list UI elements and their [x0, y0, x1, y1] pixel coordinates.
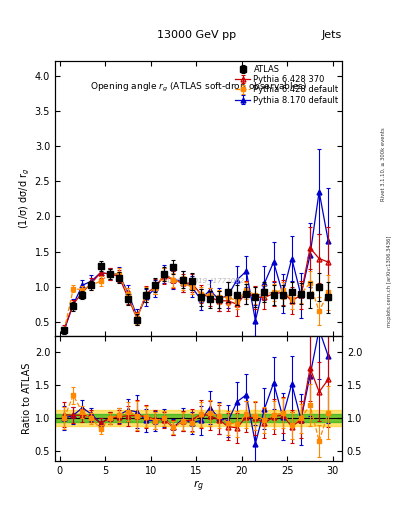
Text: 13000 GeV pp: 13000 GeV pp [157, 30, 236, 40]
Text: mcplots.cern.ch [arXiv:1306.3436]: mcplots.cern.ch [arXiv:1306.3436] [387, 236, 391, 327]
Bar [55, 410, 342, 426]
Text: Rivet 3.1.10, ≥ 300k events: Rivet 3.1.10, ≥ 300k events [381, 127, 386, 201]
Text: ATLAS_2019_I1772062: ATLAS_2019_I1772062 [164, 278, 244, 285]
Legend: ATLAS, Pythia 6.428 370, Pythia 6.428 default, Pythia 8.170 default: ATLAS, Pythia 6.428 370, Pythia 6.428 de… [233, 63, 340, 106]
Y-axis label: (1/σ) dσ/d r$_g$: (1/σ) dσ/d r$_g$ [17, 168, 32, 229]
Text: Opening angle $r_g$ (ATLAS soft-drop observables): Opening angle $r_g$ (ATLAS soft-drop obs… [90, 81, 307, 94]
Bar [55, 414, 342, 422]
X-axis label: $r_g$: $r_g$ [193, 478, 204, 494]
Text: Jets: Jets [321, 30, 342, 40]
Y-axis label: Ratio to ATLAS: Ratio to ATLAS [22, 362, 32, 434]
